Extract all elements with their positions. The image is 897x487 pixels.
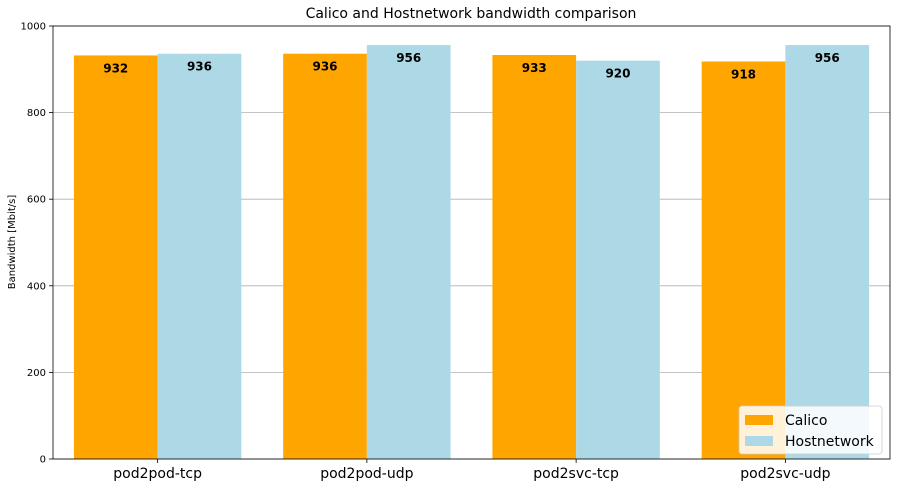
data-label-calico-pod2pod-tcp: 932 — [103, 61, 128, 75]
y-tick-label: 200 — [27, 368, 46, 379]
data-label-calico-pod2svc-udp: 918 — [731, 68, 756, 82]
data-label-hostnetwork-pod2svc-tcp: 920 — [605, 67, 630, 81]
x-tick-label-pod2svc-tcp: pod2svc-tcp — [533, 466, 619, 482]
bar-hostnetwork-pod2svc-udp — [785, 45, 870, 459]
legend-label-calico: Calico — [785, 413, 827, 429]
bar-hostnetwork-pod2pod-udp — [366, 45, 451, 459]
data-labels: 932 936 936 956 933 920 918 956 — [103, 51, 840, 81]
y-tick-label: 800 — [27, 108, 46, 119]
bar-hostnetwork-pod2pod-tcp — [157, 53, 242, 459]
x-tick-label-pod2pod-udp: pod2pod-udp — [320, 466, 413, 482]
data-label-calico-pod2svc-tcp: 933 — [522, 61, 547, 75]
bar-calico-pod2pod-udp — [283, 53, 367, 459]
axes: 0 200 400 600 800 1000 pod2pod-tcp pod2pod-udp p… — [21, 22, 891, 482]
bar-calico-pod2svc-tcp — [492, 55, 577, 460]
legend: Calico Hostnetwork — [738, 405, 883, 455]
y-axis-label: Bandwidth [Mbit/s] — [7, 195, 18, 290]
legend-box — [738, 405, 883, 455]
chart-title: Calico and Hostnetwork bandwidth compari… — [306, 6, 637, 22]
bars — [73, 45, 870, 460]
y-tick-label: 0 — [40, 455, 46, 466]
legend-swatch-hostnetwork — [745, 436, 773, 446]
bar-calico-pod2pod-tcp — [73, 55, 158, 459]
bar-calico-pod2svc-udp — [701, 61, 786, 459]
y-tick-label: 600 — [27, 195, 46, 206]
y-tick-label: 400 — [27, 281, 46, 292]
x-tick-label-pod2svc-udp: pod2svc-udp — [740, 466, 830, 482]
data-label-hostnetwork-pod2svc-udp: 956 — [815, 51, 840, 65]
legend-swatch-calico — [745, 415, 773, 425]
data-label-hostnetwork-pod2pod-udp: 956 — [396, 51, 421, 65]
data-label-hostnetwork-pod2pod-tcp: 936 — [187, 60, 212, 74]
bar-hostnetwork-pod2svc-tcp — [576, 60, 660, 459]
data-label-calico-pod2pod-udp: 936 — [312, 60, 337, 74]
plot-frame — [52, 25, 891, 460]
x-tick-label-pod2pod-tcp: pod2pod-tcp — [113, 466, 202, 482]
y-tick-label: 1000 — [21, 22, 46, 33]
legend-label-hostnetwork: Hostnetwork — [785, 434, 875, 450]
